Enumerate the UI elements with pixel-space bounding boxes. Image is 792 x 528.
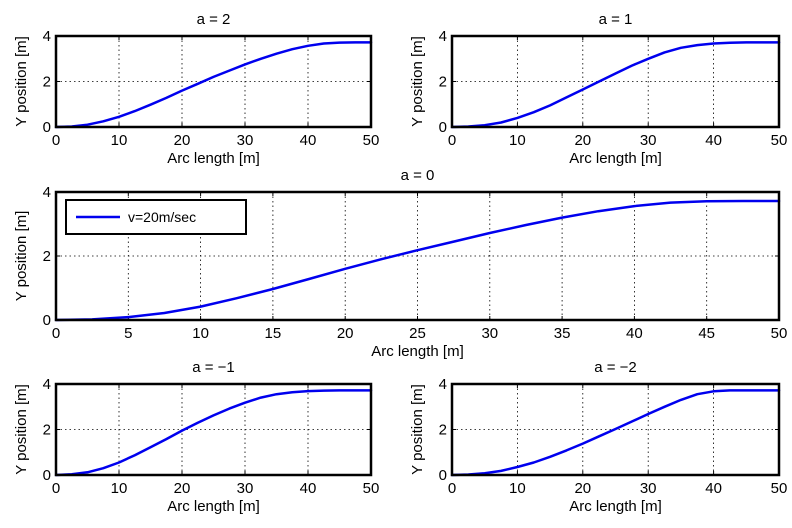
y-tick-label: 0	[43, 312, 51, 329]
axes-frame	[450, 382, 781, 477]
y-tick-label: 0	[43, 467, 51, 484]
series-line	[54, 389, 373, 477]
x-axis-label: Arc length [m]	[167, 150, 260, 167]
x-axis-label: Arc length [m]	[569, 498, 662, 515]
series-line	[54, 199, 781, 322]
y-tick-label: 2	[43, 248, 51, 265]
series-line	[54, 41, 373, 129]
legend: v=20m/sec	[65, 199, 247, 235]
x-tick-label: 0	[448, 132, 456, 149]
x-tick-label: 0	[448, 480, 456, 497]
x-tick-label: 30	[640, 480, 657, 497]
y-tick-label: 2	[439, 422, 447, 439]
x-tick-label: 50	[363, 132, 380, 149]
x-tick-label: 0	[52, 132, 60, 149]
subplot-a0: 0 5 10 15 20 25 30 35 40 45 50 0 2 4 a = 0 Arc length […	[13, 167, 787, 360]
y-axis-label: Y position [m]	[409, 36, 426, 127]
y-axis-label: Y position [m]	[409, 384, 426, 475]
axes-frame	[54, 190, 781, 322]
x-tick-label: 0	[52, 325, 60, 342]
y-axis-label: Y position [m]	[13, 211, 30, 302]
x-tick-label: 30	[237, 132, 254, 149]
x-tick-label: 40	[626, 325, 643, 342]
x-tick-label: 30	[481, 325, 498, 342]
subplot-title: a = 0	[401, 167, 435, 184]
y-axis-label: Y position [m]	[13, 36, 30, 127]
x-tick-label: 50	[771, 480, 788, 497]
x-axis-label: Arc length [m]	[371, 343, 464, 360]
x-tick-label: 40	[300, 480, 317, 497]
series-line	[450, 389, 781, 477]
y-tick-label: 4	[439, 28, 447, 45]
series-line	[450, 41, 781, 129]
x-axis-label: Arc length [m]	[569, 150, 662, 167]
y-tick-label: 4	[43, 184, 51, 201]
x-tick-label: 20	[574, 480, 591, 497]
x-tick-label: 25	[409, 325, 426, 342]
x-tick-label: 20	[574, 132, 591, 149]
x-tick-label: 50	[771, 132, 788, 149]
x-tick-label: 20	[174, 132, 191, 149]
subplot-a1: 0 10 20 30 40 50 0 2 4 a = 1 Arc length [m] Y posit…	[409, 11, 787, 167]
x-tick-label: 10	[111, 480, 128, 497]
axes-frame	[54, 34, 373, 129]
x-tick-label: 30	[640, 132, 657, 149]
y-tick-label: 0	[439, 467, 447, 484]
subplot-title: a = 2	[197, 11, 231, 28]
x-tick-label: 40	[705, 132, 722, 149]
x-tick-label: 10	[111, 132, 128, 149]
x-tick-label: 35	[554, 325, 571, 342]
y-tick-label: 0	[43, 119, 51, 136]
subplot-title: a = −2	[594, 359, 637, 376]
x-axis-label: Arc length [m]	[167, 498, 260, 515]
subplot-title: a = 1	[599, 11, 633, 28]
x-tick-label: 20	[174, 480, 191, 497]
y-tick-label: 2	[43, 74, 51, 91]
x-tick-label: 40	[705, 480, 722, 497]
y-tick-label: 2	[43, 422, 51, 439]
x-tick-label: 50	[363, 480, 380, 497]
y-axis-label: Y position [m]	[13, 384, 30, 475]
x-tick-label: 10	[509, 480, 526, 497]
axes-frame	[54, 382, 373, 477]
x-tick-label: 15	[265, 325, 282, 342]
axes-frame	[450, 34, 781, 129]
x-tick-label: 20	[337, 325, 354, 342]
x-tick-label: 0	[52, 480, 60, 497]
x-tick-label: 45	[698, 325, 715, 342]
x-tick-label: 10	[192, 325, 209, 342]
x-tick-label: 5	[124, 325, 132, 342]
y-tick-label: 2	[439, 74, 447, 91]
x-tick-label: 50	[771, 325, 788, 342]
subplot-am1: 0 10 20 30 40 50 0 2 4 a = −1 Arc length [m] Y posi…	[13, 359, 379, 515]
x-tick-label: 10	[509, 132, 526, 149]
y-tick-label: 4	[43, 28, 51, 45]
subplot-am2: 0 10 20 30 40 50 0 2 4 a = −2 Arc length [m] Y posi…	[409, 359, 787, 515]
x-tick-label: 30	[237, 480, 254, 497]
legend-label: v=20m/sec	[128, 209, 196, 225]
subplot-a2: 0 10 20 30 40 50 0 2 4 a = 2 Arc length [m] Y posit…	[13, 11, 379, 167]
x-tick-label: 40	[300, 132, 317, 149]
y-tick-label: 0	[439, 119, 447, 136]
y-tick-label: 4	[43, 376, 51, 393]
subplot-title: a = −1	[192, 359, 235, 376]
y-tick-label: 4	[439, 376, 447, 393]
